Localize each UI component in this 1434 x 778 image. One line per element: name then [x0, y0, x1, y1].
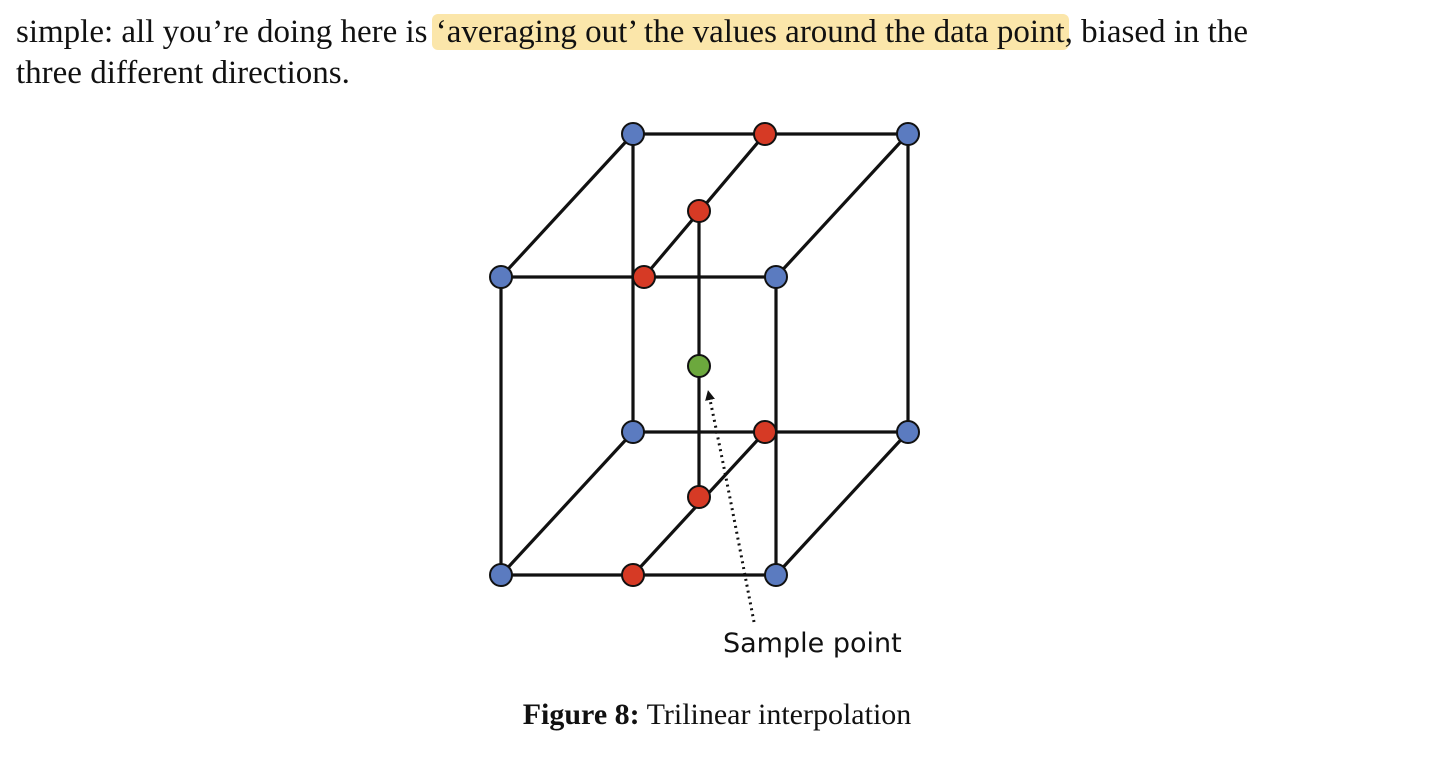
- corner-node-back-top-left: [621, 122, 645, 146]
- interp-node-back-bottom: [753, 420, 777, 444]
- depth-edge-bottom-right: [774, 430, 910, 577]
- interp-edge-top: [642, 132, 767, 279]
- corner-node-front-bottom-left: [489, 563, 513, 587]
- corner-node-front-top-right: [764, 265, 788, 289]
- paragraph-line-2: three different directions.: [16, 55, 350, 91]
- corner-node-front-bottom-right: [764, 563, 788, 587]
- depth-edge-top-left: [499, 132, 635, 279]
- figure-caption: Figure 8: Trilinear interpolation: [0, 698, 1434, 732]
- sample-pointer-arrow: [705, 390, 756, 623]
- sample-point-label: Sample point: [723, 628, 902, 659]
- interp-node-front-top: [632, 265, 656, 289]
- sample-point-node: [687, 354, 711, 378]
- line1-after-text: , biased in the: [1064, 14, 1248, 50]
- figure-caption-text: Trilinear interpolation: [639, 698, 912, 731]
- interp-node-back-top: [753, 122, 777, 146]
- line1-before-text: simple: all you’re doing here is: [16, 14, 436, 50]
- corner-node-back-bottom-right: [896, 420, 920, 444]
- highlighted-text[interactable]: ‘averaging out’ the values around the da…: [431, 14, 1069, 50]
- depth-edge-top-right: [774, 132, 910, 279]
- paragraph-line-1: simple: all you’re doing here is ‘averag…: [16, 12, 1416, 53]
- corner-node-back-top-right: [896, 122, 920, 146]
- interp-node-upper-plane: [687, 199, 711, 223]
- interp-node-front-bottom: [621, 563, 645, 587]
- corner-node-back-bottom-left: [621, 420, 645, 444]
- corner-node-front-top-left: [489, 265, 513, 289]
- body-paragraph: simple: all you’re doing here is ‘averag…: [16, 12, 1416, 94]
- depth-edge-bottom-left: [499, 430, 635, 577]
- interp-edge-bottom: [631, 430, 767, 577]
- interp-node-lower-plane: [687, 485, 711, 509]
- figure-caption-label: Figure 8:: [522, 698, 640, 731]
